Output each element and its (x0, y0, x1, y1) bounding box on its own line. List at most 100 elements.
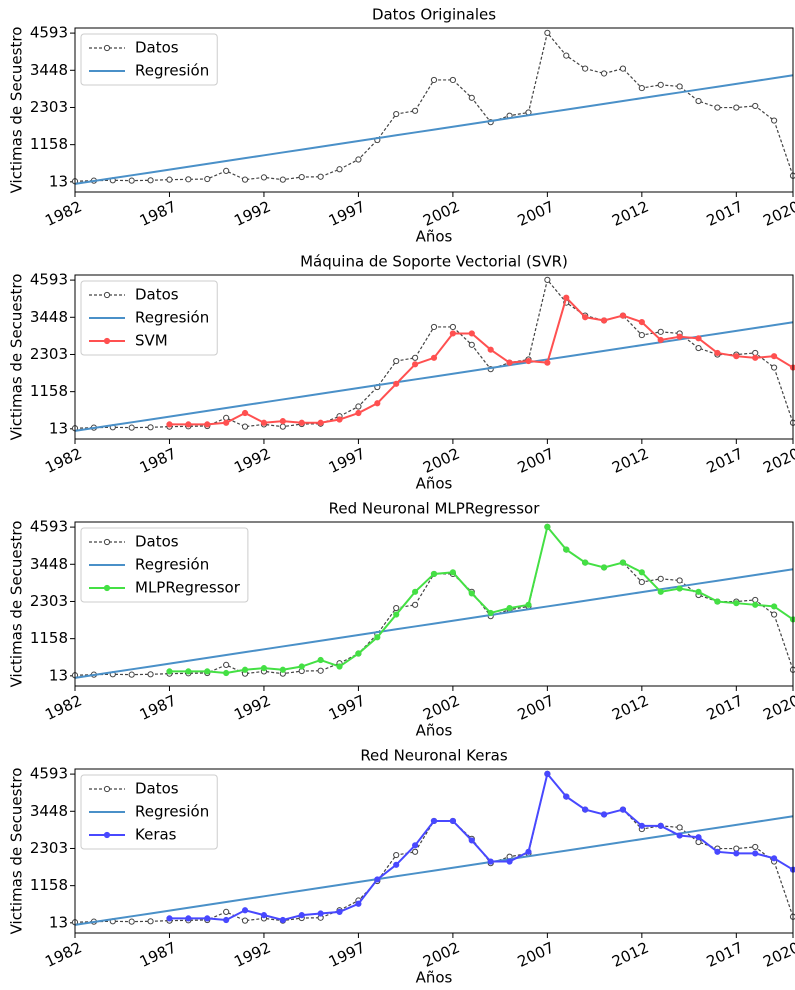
data-point (336, 166, 343, 173)
data-point (714, 349, 721, 357)
data-point (752, 102, 759, 110)
x-tick-label: 1992 (231, 444, 273, 476)
x-tick-label: 1992 (231, 197, 273, 229)
plot-frame (74, 27, 794, 193)
x-tick-label: 2012 (609, 444, 651, 476)
data-point (336, 416, 343, 423)
data-point (355, 156, 362, 163)
y-axis-label: Victimas de Secuestro (8, 27, 26, 194)
data-point (752, 850, 759, 857)
data-point (166, 915, 173, 922)
data-point (279, 418, 286, 425)
y-tick-label: 3448 (30, 802, 68, 820)
legend-box (80, 527, 249, 603)
data-point (506, 858, 513, 865)
data-point (468, 341, 475, 348)
legend-label: Datos (135, 39, 179, 57)
x-tick-label: 1982 (42, 197, 84, 229)
y-tick-label: 2303 (30, 98, 68, 116)
data-point (733, 104, 740, 111)
series-line (74, 815, 794, 926)
data-point (468, 837, 475, 844)
x-tick-label: 2012 (609, 938, 651, 970)
data-point (374, 876, 381, 883)
data-point (128, 918, 135, 925)
chart-title: Red Neuronal Keras (360, 747, 508, 765)
x-tick-label: 2002 (420, 691, 462, 723)
data-point (412, 588, 419, 595)
chart-title: Datos Originales (372, 6, 496, 24)
y-tick-label: 1158 (30, 629, 68, 647)
x-tick-label: 1997 (326, 444, 368, 476)
x-axis-label: Años (416, 475, 453, 493)
data-point (317, 667, 324, 674)
legend-label: Datos (135, 533, 179, 551)
legend-box (80, 774, 218, 850)
data-point (771, 855, 778, 862)
data-point (449, 330, 456, 337)
data-point (298, 419, 305, 426)
data-point (204, 668, 211, 675)
y-axis-label: Victimas de Secuestro (8, 768, 26, 935)
data-point (241, 666, 249, 673)
data-point (393, 380, 400, 387)
data-point (355, 403, 362, 410)
data-point (185, 421, 192, 428)
data-point (279, 176, 286, 183)
x-tick-label: 1992 (231, 938, 273, 970)
data-point (279, 916, 286, 924)
data-point (676, 333, 683, 340)
y-tick-label: 3448 (30, 555, 68, 573)
data-point (695, 335, 702, 342)
data-point (638, 331, 645, 339)
data-point (260, 912, 268, 919)
x-tick-label: 2017 (704, 197, 746, 229)
data-point (298, 663, 305, 670)
data-point (695, 834, 702, 841)
data-point (657, 588, 664, 595)
data-point (563, 546, 570, 553)
data-point (298, 912, 305, 919)
x-tick-label: 2017 (704, 691, 746, 723)
data-point (412, 601, 419, 608)
data-point (638, 578, 645, 586)
x-tick-label: 1997 (326, 938, 368, 970)
data-point (317, 910, 324, 917)
data-point (582, 806, 589, 813)
legend: Datos Regresión Keras (80, 774, 218, 850)
data-point (468, 94, 475, 101)
data-point (355, 650, 362, 657)
data-point (241, 917, 249, 924)
data-point (619, 559, 627, 566)
data-point (771, 117, 778, 124)
data-point (355, 900, 362, 907)
data-point (638, 84, 645, 92)
data-point (223, 908, 230, 915)
data-point (279, 666, 286, 673)
data-point (714, 598, 721, 605)
data-point (544, 770, 551, 777)
legend-marker (103, 44, 111, 52)
data-point (355, 409, 362, 417)
data-point (430, 323, 438, 331)
data-point (771, 611, 778, 618)
x-axis-label: Años (416, 722, 453, 740)
data-point (241, 409, 249, 417)
data-point (147, 671, 154, 678)
x-tick-label: 1982 (42, 691, 84, 723)
legend-box (80, 33, 218, 86)
chart-title: Máquina de Soporte Vectorial (SVR) (300, 253, 568, 271)
x-tick-label: 2017 (704, 444, 746, 476)
data-point (260, 665, 268, 672)
data-point (393, 110, 400, 118)
data-point (430, 354, 438, 361)
plot-frame (74, 521, 794, 687)
data-point (600, 70, 608, 77)
data-point (393, 851, 400, 859)
data-point (714, 104, 721, 111)
data-point (638, 569, 645, 576)
data-point (563, 294, 570, 301)
data-point (582, 65, 589, 72)
data-point (147, 424, 154, 431)
x-tick-label: 1997 (326, 691, 368, 723)
